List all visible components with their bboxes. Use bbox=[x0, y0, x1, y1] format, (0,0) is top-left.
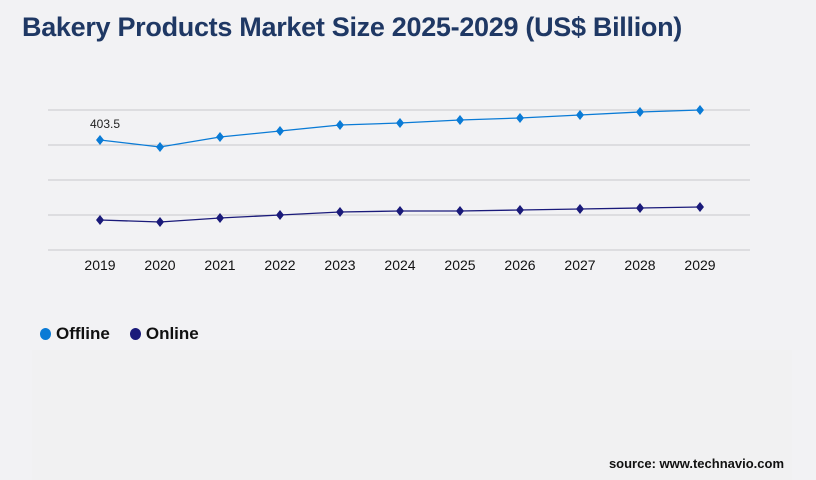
data-point-online bbox=[696, 202, 704, 213]
legend-marker-offline bbox=[40, 328, 51, 340]
x-tick-label: 2028 bbox=[624, 257, 655, 273]
legend-label-offline: Offline bbox=[56, 324, 110, 343]
data-point-offline bbox=[396, 118, 404, 129]
legend-marker-online bbox=[129, 328, 141, 340]
data-point-offline bbox=[156, 141, 164, 152]
x-tick-label: 2022 bbox=[264, 257, 295, 273]
chart-title: Bakery Products Market Size 2025-2029 (U… bbox=[22, 12, 682, 42]
data-point-offline bbox=[576, 109, 584, 120]
data-point-online bbox=[456, 206, 464, 217]
data-point-offline bbox=[696, 105, 704, 115]
x-tick-label: 2027 bbox=[564, 257, 595, 273]
data-point-offline bbox=[216, 131, 224, 142]
legend-item-online: Online bbox=[129, 324, 199, 344]
legend-item-offline: Offline bbox=[40, 324, 110, 344]
x-tick-label: 2020 bbox=[144, 257, 175, 273]
data-point-online bbox=[156, 217, 164, 227]
x-tick-label: 2021 bbox=[204, 257, 235, 273]
data-point-online bbox=[216, 212, 224, 223]
data-point-online bbox=[96, 215, 104, 226]
data-point-offline bbox=[636, 106, 644, 117]
data-point-offline bbox=[456, 114, 464, 125]
data-point-online bbox=[396, 206, 404, 217]
data-point-online bbox=[576, 203, 584, 214]
x-tick-label: 2019 bbox=[84, 257, 115, 273]
data-point-offline bbox=[276, 125, 284, 136]
x-tick-label: 2024 bbox=[384, 257, 415, 273]
data-label: 403.5 bbox=[90, 117, 120, 131]
data-point-online bbox=[516, 205, 524, 216]
x-tick-label: 2026 bbox=[504, 257, 535, 273]
x-tick-label: 2025 bbox=[444, 257, 475, 273]
data-point-offline bbox=[516, 112, 524, 123]
data-point-offline bbox=[336, 119, 344, 130]
legend: Offline Online bbox=[40, 324, 199, 344]
data-point-offline bbox=[96, 134, 104, 145]
x-tick-label: 2023 bbox=[324, 257, 355, 273]
background-panel bbox=[32, 350, 792, 480]
source-note: source: www.technavio.com bbox=[608, 456, 784, 471]
data-point-online bbox=[276, 209, 284, 220]
series-line-offline bbox=[99, 109, 701, 148]
legend-label-online: Online bbox=[145, 324, 199, 343]
x-tick-label: 2029 bbox=[684, 257, 715, 273]
data-point-online bbox=[336, 206, 344, 217]
data-point-online bbox=[636, 203, 644, 214]
